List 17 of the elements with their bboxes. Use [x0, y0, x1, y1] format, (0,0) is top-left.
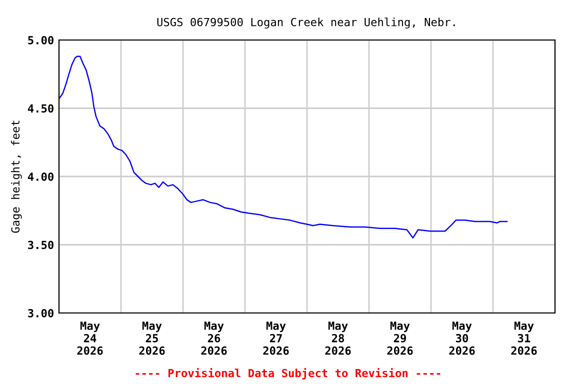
y-tick-label: 3.00	[28, 308, 54, 318]
x-tick-label: May 30 2026	[449, 322, 475, 355]
x-tick-label: May 25 2026	[139, 322, 165, 355]
text: ---- Provisional Data Subject to Revision ----	[136, 368, 440, 380]
x-tick-label: May 24 2026	[77, 322, 103, 355]
y-axis-title: Gage height, feet	[10, 120, 22, 233]
x-tick-label: May 28 2026	[325, 322, 351, 355]
y-tick-label: 3.50	[28, 240, 54, 250]
chart-title: USGS 06799500 Logan Creek near Uehling, Nebr.	[157, 18, 455, 28]
y-tick-label: 5.00	[28, 36, 54, 44]
x-tick-label: May 31 2026	[511, 322, 537, 355]
x-tick-label: May 27 2026	[263, 322, 289, 355]
x-tick-label: May 29 2026	[387, 322, 413, 355]
x-tick-label: May 26 2026	[201, 322, 227, 355]
line-series	[59, 56, 508, 239]
y-tick-label: 4.00	[28, 172, 54, 181]
y-tick-label: 4.50	[28, 104, 54, 113]
